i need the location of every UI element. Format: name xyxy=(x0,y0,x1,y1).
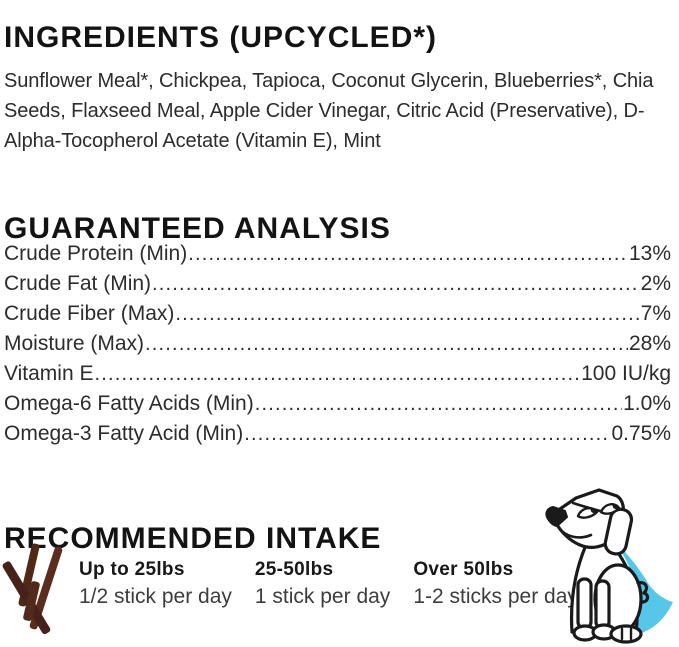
intake-weight-range: 25-50lbs xyxy=(254,559,334,580)
dot-leader xyxy=(145,329,628,359)
intake-amount: 1 stick per day xyxy=(254,585,391,608)
analysis-value: 1.0% xyxy=(623,392,671,415)
intake-columns: Up to 25lbs 1/2 stick per day 25-50lbs 1… xyxy=(79,558,578,610)
analysis-label: Crude Fat (Min) xyxy=(4,272,152,295)
analysis-row: Crude Fat (Min) 2% xyxy=(4,269,671,299)
analysis-label: Crude Fiber (Max) xyxy=(4,302,175,325)
recommended-intake-heading: RECOMMENDED INTAKE xyxy=(4,522,382,556)
dot-leader xyxy=(152,269,640,299)
dot-leader xyxy=(244,419,610,449)
analysis-row: Vitamin E 100 IU/kg xyxy=(4,359,671,389)
analysis-label: Moisture (Max) xyxy=(4,332,145,355)
dot-leader xyxy=(95,359,581,389)
analysis-value: 28% xyxy=(628,332,671,355)
analysis-value: 7% xyxy=(640,302,671,325)
analysis-row: Crude Fiber (Max) 7% xyxy=(4,299,671,329)
dot-leader xyxy=(255,389,622,419)
intake-column-small-dog: Up to 25lbs 1/2 stick per day xyxy=(79,558,232,610)
analysis-value: 100 IU/kg xyxy=(581,362,671,385)
analysis-label: Omega-6 Fatty Acids (Min) xyxy=(4,392,254,415)
analysis-label: Crude Protein (Min) xyxy=(4,242,188,265)
analysis-label: Omega-3 Fatty Acid (Min) xyxy=(4,422,244,445)
dot-leader xyxy=(175,299,639,329)
dot-leader xyxy=(188,239,628,269)
guaranteed-analysis-table: Crude Protein (Min) 13% Crude Fat (Min) … xyxy=(4,239,671,449)
intake-amount: 1/2 stick per day xyxy=(79,585,232,608)
treat-sticks-icon xyxy=(2,543,63,635)
analysis-row: Crude Protein (Min) 13% xyxy=(4,239,671,269)
ingredients-heading: INGREDIENTS (UPCYCLED*) xyxy=(4,21,438,55)
intake-column-medium-dog: 25-50lbs 1 stick per day xyxy=(255,558,390,610)
ingredients-text: Sunflower Meal*, Chickpea, Tapioca, Coco… xyxy=(4,70,654,152)
intake-column-large-dog: Over 50lbs 1-2 sticks per day xyxy=(413,558,578,610)
dog-nose xyxy=(545,506,568,527)
analysis-row: Omega-6 Fatty Acids (Min) 1.0% xyxy=(4,389,671,419)
analysis-value: 13% xyxy=(628,242,671,265)
analysis-value: 0.75% xyxy=(611,422,671,445)
intake-amount: 1-2 sticks per day xyxy=(413,585,578,608)
intake-weight-range: Over 50lbs xyxy=(413,559,514,580)
intake-weight-range: Up to 25lbs xyxy=(79,559,185,580)
analysis-row: Omega-3 Fatty Acid (Min) 0.75% xyxy=(4,419,671,449)
dog-with-cape-illustration xyxy=(545,488,673,644)
analysis-value: 2% xyxy=(640,272,671,295)
analysis-row: Moisture (Max) 28% xyxy=(4,329,671,359)
analysis-label: Vitamin E xyxy=(4,362,94,385)
